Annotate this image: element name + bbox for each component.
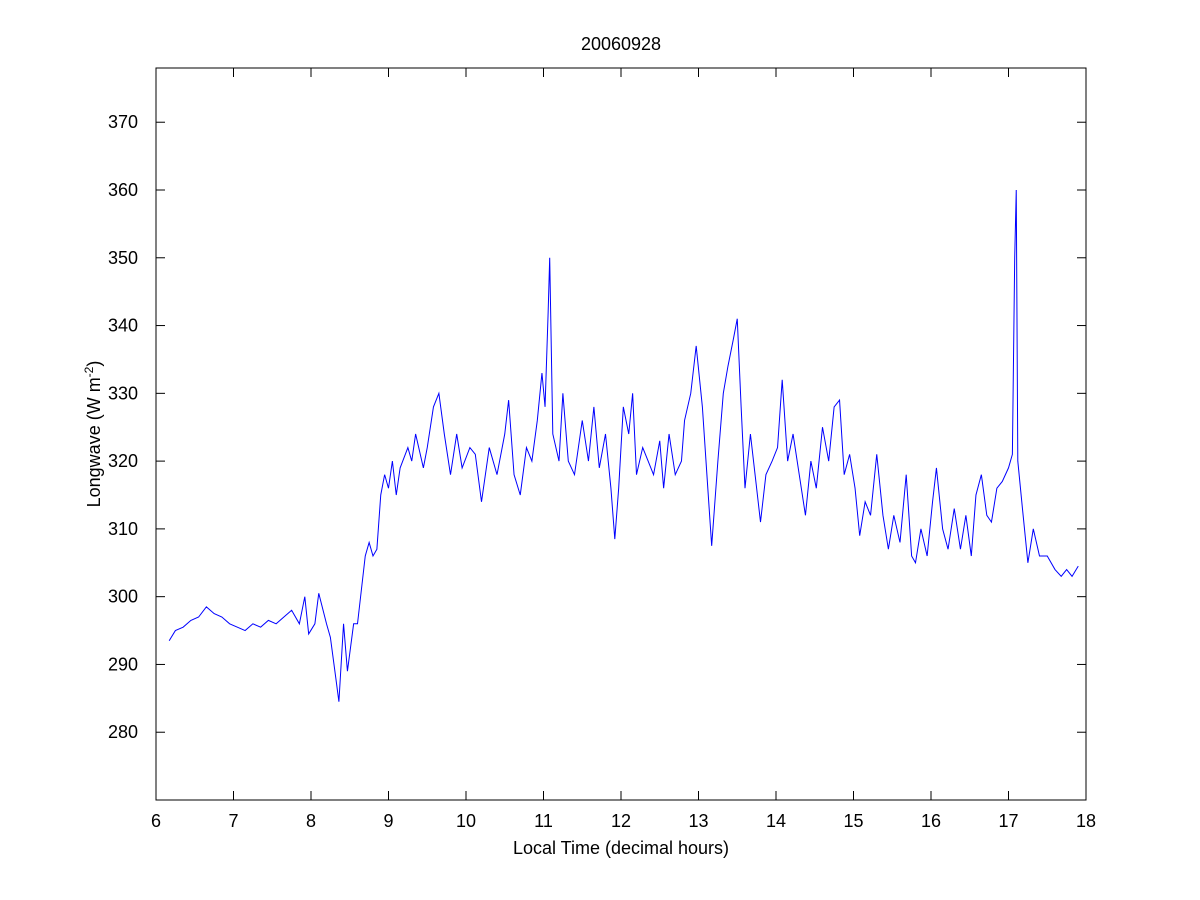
x-tick-label: 17 xyxy=(998,811,1018,831)
x-tick-label: 16 xyxy=(921,811,941,831)
y-tick-label: 300 xyxy=(108,587,138,607)
y-axis-label: Longwave (W m-2) xyxy=(82,361,104,508)
x-tick-label: 7 xyxy=(228,811,238,831)
plot-area xyxy=(155,67,1087,801)
x-tick-label: 18 xyxy=(1076,811,1096,831)
y-label-end: ) xyxy=(84,361,104,367)
x-tick-label: 14 xyxy=(766,811,786,831)
chart-title: 20060928 xyxy=(581,34,661,54)
x-tick-label: 10 xyxy=(456,811,476,831)
y-tick-label: 330 xyxy=(108,383,138,403)
x-tick-label: 11 xyxy=(534,811,553,831)
y-tick-label: 350 xyxy=(108,248,138,268)
y-tick-label: 370 xyxy=(108,112,138,132)
x-tick-label: 8 xyxy=(306,811,316,831)
y-tick-label: 320 xyxy=(108,451,138,471)
x-tick-label: 12 xyxy=(611,811,631,831)
x-tick-label: 13 xyxy=(688,811,708,831)
y-tick-label: 360 xyxy=(108,180,138,200)
y-label-sup: -2 xyxy=(82,366,96,377)
y-tick-label: 290 xyxy=(108,654,138,674)
x-tick-label: 6 xyxy=(151,811,161,831)
data-line xyxy=(168,189,1079,702)
y-label-text: Longwave (W m xyxy=(84,377,104,507)
x-tick-label: 9 xyxy=(383,811,393,831)
x-axis-label: Local Time (decimal hours) xyxy=(513,838,729,858)
y-tick-label: 280 xyxy=(108,722,138,742)
y-tick-label: 340 xyxy=(108,316,138,336)
x-tick-label: 15 xyxy=(843,811,863,831)
y-tick-label: 310 xyxy=(108,519,138,539)
